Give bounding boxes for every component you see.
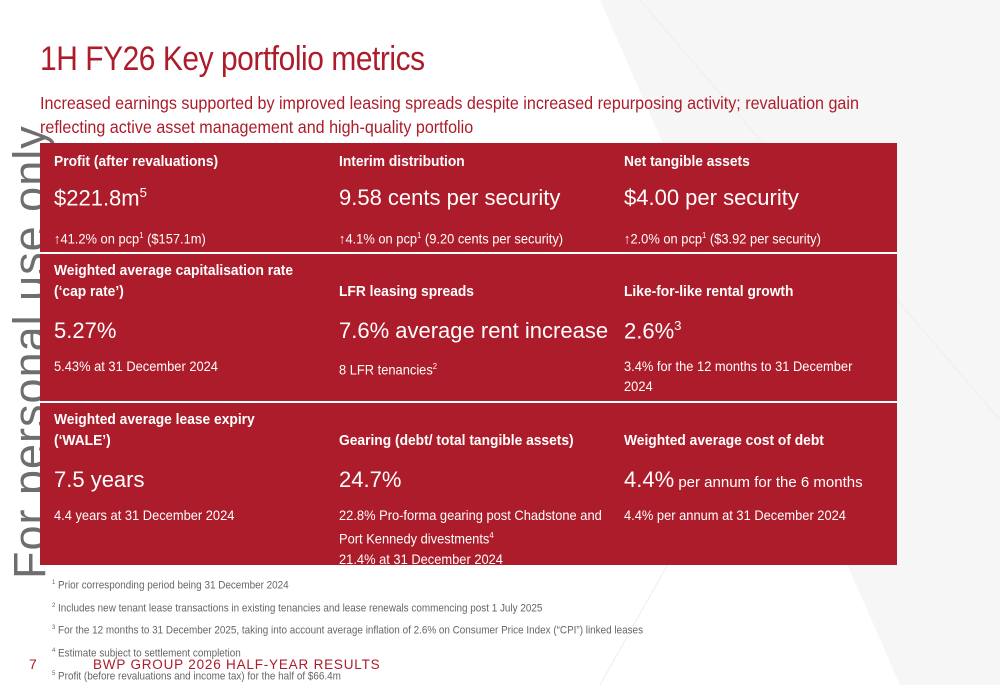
metric-label: Weighted average cost of debt bbox=[624, 432, 824, 449]
footnote: 3 For the 12 months to 31 December 2025,… bbox=[52, 624, 644, 637]
metric-label: Like-for-like rental growth bbox=[624, 283, 794, 300]
metric-label: Profit (after revaluations) bbox=[54, 153, 219, 170]
metric-label: Weighted average lease expiry bbox=[54, 411, 255, 428]
metric-value: 7.6% average rent increase bbox=[339, 318, 609, 343]
metric-value: 2.6%3 bbox=[624, 318, 682, 344]
metric-note: ↑41.2% on pcp1 ($157.1m) bbox=[54, 230, 206, 247]
footnote: 4 Estimate subject to settlement complet… bbox=[52, 646, 241, 660]
metric-value: 24.7% bbox=[339, 467, 402, 492]
metric-note: ↑2.0% on pcp1 ($3.92 per security) bbox=[624, 230, 821, 247]
metric-note: 5.43% at 31 December 2024 bbox=[54, 358, 218, 374]
metric-note: 22.8% Pro-forma gearing post Chadstone a… bbox=[339, 507, 602, 567]
metric-note: 3.4% for the 12 months to 31 December 20… bbox=[624, 358, 853, 394]
metric-value: $221.8m5 bbox=[54, 185, 147, 211]
footer-brand: BWP GROUP 2026 HALF-YEAR RESULTS bbox=[93, 657, 381, 672]
metric-value: 5.27% bbox=[54, 318, 117, 343]
metric-value: 7.5 years bbox=[54, 467, 145, 492]
metric-value: $4.00 per security bbox=[624, 185, 799, 210]
metrics-row: Weighted average capitalisation rate (‘c… bbox=[40, 252, 897, 402]
metric-label-abbr: (‘WALE’) bbox=[54, 432, 111, 449]
metrics-grid: Profit (after revaluations) $221.8m5 ↑41… bbox=[40, 143, 897, 567]
metrics-row: Profit (after revaluations) $221.8m5 ↑41… bbox=[40, 143, 897, 250]
metric-note: 4.4% per annum at 31 December 2024 bbox=[624, 507, 846, 523]
footnote: 1 Prior corresponding period being 31 De… bbox=[52, 579, 289, 592]
metric-label: Interim distribution bbox=[339, 153, 465, 170]
footnote: 5 Profit (before revaluations and income… bbox=[52, 669, 341, 683]
metric-note: ↑4.1% on pcp1 (9.20 cents per security) bbox=[339, 230, 564, 247]
page-title: 1H FY26 Key portfolio metrics bbox=[40, 40, 425, 78]
metric-label: LFR leasing spreads bbox=[339, 283, 474, 300]
footnotes: 1 Prior corresponding period being 31 De… bbox=[52, 573, 643, 686]
metric-label: Net tangible assets bbox=[624, 153, 750, 170]
metric-label-abbr: (‘cap rate’) bbox=[54, 283, 124, 300]
metric-note: 8 LFR tenancies2 bbox=[339, 361, 438, 378]
metric-label: Gearing (debt/ total tangible assets) bbox=[339, 432, 574, 449]
footnote: 2 Includes new tenant lease transactions… bbox=[52, 601, 543, 615]
page-subtitle: Increased earnings supported by improved… bbox=[40, 93, 859, 137]
metrics-row: Weighted average lease expiry (‘WALE’) 7… bbox=[40, 401, 897, 567]
metric-label: Weighted average capitalisation rate bbox=[54, 262, 294, 279]
metric-value: 9.58 cents per security bbox=[339, 185, 561, 210]
metric-note: 4.4 years at 31 December 2024 bbox=[54, 507, 235, 523]
page-number: 7 bbox=[29, 656, 37, 672]
metric-value: 4.4% per annum for the 6 months bbox=[624, 467, 863, 492]
